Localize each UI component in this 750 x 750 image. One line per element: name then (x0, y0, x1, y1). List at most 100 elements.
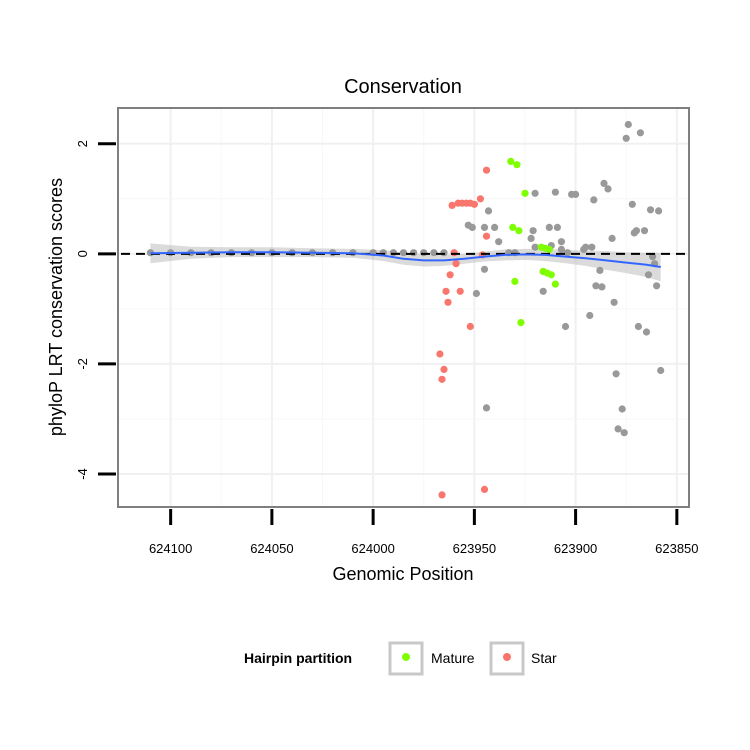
y-tick-label: 0 (75, 250, 90, 257)
point-mature (511, 277, 519, 285)
x-tick-label: 624050 (250, 541, 293, 556)
plot-panel (117, 107, 690, 508)
legend-title: Hairpin partition (244, 650, 352, 666)
point-other (563, 249, 572, 257)
point-star (440, 365, 448, 373)
y-axis: -4 -2 0 2 (75, 140, 116, 480)
point-other (557, 238, 566, 246)
x-tick-label: 624000 (351, 541, 394, 556)
point-other (531, 243, 539, 251)
point-other (600, 179, 608, 187)
point-other (495, 238, 503, 246)
x-tick-label: 624100 (149, 541, 192, 556)
point-other (553, 223, 562, 231)
point-other (531, 189, 539, 197)
point-other (582, 243, 590, 251)
point-other (480, 265, 489, 273)
point-star (482, 232, 491, 240)
point-other (610, 298, 618, 306)
point-mature (507, 157, 515, 165)
y-tick-label: 2 (75, 140, 90, 147)
point-other (618, 405, 626, 413)
point-other (653, 282, 661, 290)
point-star (442, 287, 450, 295)
point-star (452, 260, 460, 268)
point-mature (509, 223, 517, 231)
point-other (472, 289, 480, 298)
point-star (450, 249, 458, 257)
point-star (466, 322, 474, 331)
point-other (596, 266, 604, 274)
point-other (622, 134, 630, 142)
smooth-trend-line (150, 251, 661, 268)
point-mature (517, 319, 525, 327)
x-axis-title: Genomic Position (332, 564, 473, 584)
point-mature (547, 271, 555, 279)
point-mature (521, 189, 529, 197)
point-star (446, 271, 454, 279)
point-star (456, 287, 464, 295)
point-mature (513, 161, 521, 169)
point-other (588, 243, 596, 251)
point-other (529, 227, 537, 235)
point-other (557, 245, 566, 253)
point-other (634, 322, 643, 331)
legend: Hairpin partition Mature Star (244, 641, 557, 676)
point-star (436, 350, 444, 358)
point-other (399, 249, 408, 257)
legend-key-star (489, 641, 525, 676)
point-mature (545, 245, 553, 253)
point-other (430, 249, 438, 257)
point-other (620, 429, 628, 437)
point-other (545, 223, 553, 231)
point-other (572, 190, 580, 198)
legend-label-star: Star (531, 650, 557, 666)
point-star (444, 298, 452, 306)
point-star (476, 195, 484, 203)
point-other (527, 234, 535, 242)
point-other (480, 223, 489, 231)
x-tick-label: 623950 (453, 541, 496, 556)
point-other (440, 249, 448, 257)
point-other (624, 120, 632, 129)
chart-title: Conservation (344, 76, 462, 98)
x-tick-label: 623900 (554, 541, 597, 556)
point-star (482, 166, 491, 174)
x-axis: 624100 624050 624000 623950 623900 623850 (149, 509, 699, 556)
point-other (539, 287, 547, 295)
point-other (642, 328, 651, 336)
point-other (604, 185, 612, 193)
x-tick-label: 623850 (655, 541, 698, 556)
smooth-line-path (150, 251, 661, 268)
point-star (470, 200, 478, 208)
grid-lines (119, 109, 688, 506)
point-mature (515, 227, 523, 235)
legend-star-swatch (503, 653, 511, 661)
point-other (612, 370, 620, 378)
point-star (448, 201, 456, 209)
point-other (410, 249, 418, 257)
point-star (480, 485, 489, 493)
y-axis-title: phyloP LRT conservation scores (46, 178, 66, 436)
point-other (640, 227, 649, 235)
data-points (146, 120, 665, 499)
legend-mature-swatch (402, 653, 410, 661)
point-other (590, 196, 598, 204)
point-other (657, 366, 665, 375)
point-other (561, 322, 570, 331)
y-tick-label: -2 (75, 358, 90, 370)
legend-label-mature: Mature (431, 650, 475, 666)
point-other (389, 249, 397, 257)
point-other (608, 234, 616, 242)
point-other (614, 425, 622, 433)
point-other (644, 271, 653, 279)
point-other (551, 188, 560, 196)
y-tick-label: -4 (75, 468, 90, 480)
point-other (636, 129, 645, 137)
point-other (491, 223, 499, 231)
point-other (598, 283, 606, 291)
point-other (592, 282, 600, 290)
point-star (438, 375, 446, 383)
point-other (586, 311, 594, 320)
